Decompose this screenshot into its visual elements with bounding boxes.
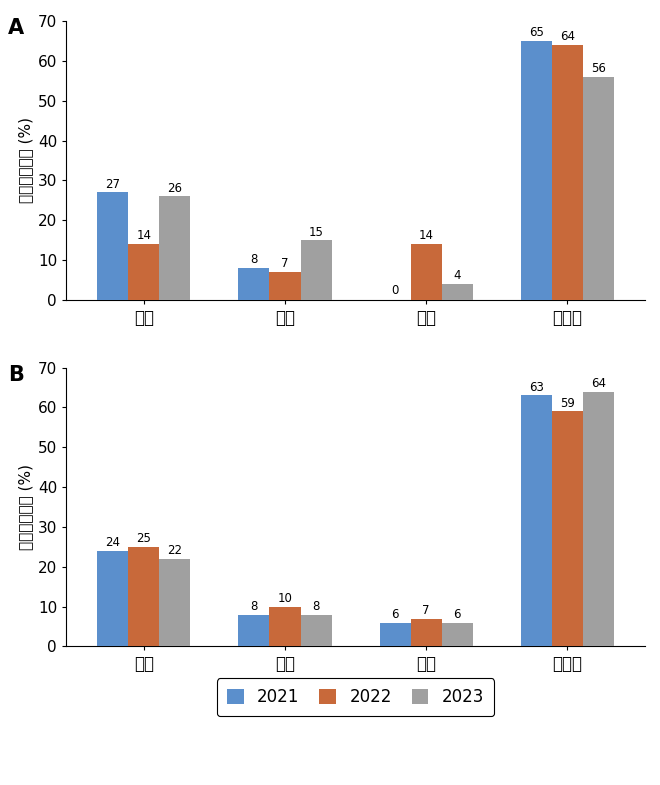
- Text: 0: 0: [391, 284, 399, 298]
- Bar: [442, 284, 473, 300]
- Bar: [521, 396, 552, 647]
- Text: 8: 8: [312, 600, 319, 613]
- Text: 14: 14: [137, 229, 151, 243]
- Bar: [238, 615, 269, 647]
- Text: 65: 65: [529, 27, 544, 39]
- Bar: [269, 607, 300, 647]
- Text: 24: 24: [105, 536, 120, 550]
- Bar: [97, 192, 128, 300]
- Y-axis label: 发文数量占比 (%): 发文数量占比 (%): [18, 464, 34, 550]
- Text: 6: 6: [453, 608, 461, 621]
- Bar: [521, 41, 552, 300]
- Bar: [128, 244, 159, 300]
- Text: 59: 59: [560, 397, 575, 410]
- Text: 7: 7: [281, 257, 288, 270]
- Text: 8: 8: [250, 600, 257, 613]
- Bar: [97, 551, 128, 647]
- Bar: [159, 559, 190, 647]
- Text: 26: 26: [168, 181, 182, 195]
- Text: 4: 4: [453, 269, 461, 283]
- Text: 7: 7: [422, 604, 430, 617]
- Bar: [411, 244, 442, 300]
- Text: 8: 8: [250, 254, 257, 266]
- Bar: [128, 547, 159, 647]
- Text: 64: 64: [591, 377, 606, 390]
- Text: B: B: [9, 365, 24, 385]
- Bar: [159, 196, 190, 300]
- Bar: [583, 77, 614, 300]
- Bar: [552, 45, 583, 300]
- Text: 25: 25: [137, 532, 151, 546]
- Text: A: A: [9, 18, 24, 38]
- Y-axis label: 发文数量占比 (%): 发文数量占比 (%): [18, 118, 34, 203]
- Bar: [379, 623, 411, 647]
- Bar: [552, 411, 583, 647]
- Text: 22: 22: [168, 544, 182, 557]
- Text: 15: 15: [309, 225, 323, 239]
- Bar: [583, 392, 614, 647]
- Text: 14: 14: [418, 229, 434, 243]
- Text: 27: 27: [105, 177, 120, 191]
- Bar: [442, 623, 473, 647]
- Text: 64: 64: [560, 31, 575, 43]
- Bar: [300, 240, 331, 300]
- Bar: [238, 268, 269, 300]
- Text: 56: 56: [591, 62, 606, 75]
- Legend: 2021, 2022, 2023: 2021, 2022, 2023: [217, 678, 494, 716]
- Bar: [269, 272, 300, 300]
- Text: 63: 63: [529, 381, 544, 394]
- Text: 10: 10: [278, 592, 292, 605]
- Text: 6: 6: [391, 608, 399, 621]
- Bar: [411, 619, 442, 647]
- Bar: [300, 615, 331, 647]
